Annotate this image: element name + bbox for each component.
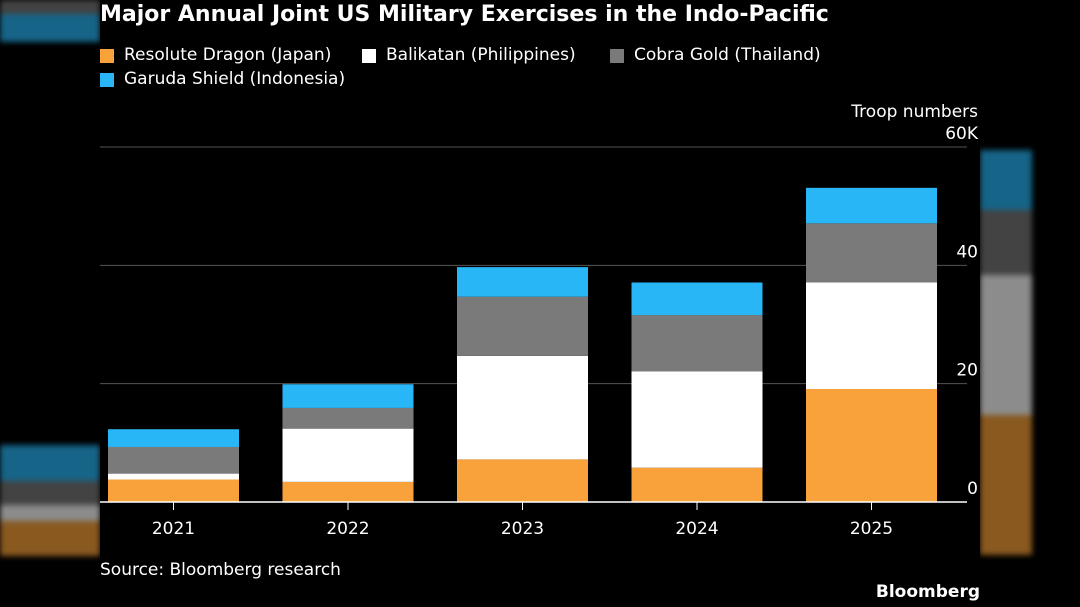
bar-2024-segment-2 [631,315,763,372]
bar-2023-segment-3 [457,267,588,297]
bar-2022-segment-2 [282,407,414,429]
legend-swatch-resolute-dragon [100,49,114,63]
bar-2025-segment-2 [806,223,937,283]
legend-row-1: Resolute Dragon (Japan) Balikatan (Phili… [100,43,980,67]
bar-2025-segment-0 [806,388,937,502]
bar-2021-segment-2 [108,446,239,474]
bar-2024-segment-0 [631,467,763,502]
bar-2023-segment-0 [457,459,588,502]
bar-2021-segment-3 [108,429,239,447]
chart-card: Major Annual Joint US Military Exercises… [100,0,980,607]
bar-2025-segment-3 [806,187,937,224]
bar-2022-segment-3 [282,384,414,408]
bar-2023-segment-1 [457,355,588,460]
legend-label-balikatan: Balikatan (Philippines) [386,45,576,65]
chart-title: Major Annual Joint US Military Exercises… [100,2,829,27]
y-tick-label: 40 [956,242,978,262]
legend-label-garuda-shield: Garuda Shield (Indonesia) [124,69,346,89]
bar-2025-segment-1 [806,282,937,389]
y-axis-title: Troop numbers [850,102,978,122]
source-note: Source: Bloomberg research [100,560,341,580]
bar-2021-segment-1 [108,473,239,480]
legend-swatch-cobra-gold [610,49,624,63]
x-tick-label: 2025 [850,519,893,539]
legend-label-resolute-dragon: Resolute Dragon (Japan) [124,45,332,65]
y-tick-label: 60K [945,124,979,144]
bar-2022-segment-1 [282,428,414,482]
legend-label-cobra-gold: Cobra Gold (Thailand) [634,45,821,65]
legend-swatch-balikatan [362,49,376,63]
x-tick-label: 2024 [675,519,718,539]
legend-swatch-garuda-shield [100,73,114,87]
x-tick-label: 2021 [152,519,195,539]
bar-2024-segment-3 [631,282,763,316]
bloomberg-logo: Bloomberg [875,582,980,602]
blurred-backdrop-right [980,0,1080,607]
bar-2022-segment-0 [282,481,414,502]
x-tick-label: 2023 [501,519,544,539]
bars [108,187,937,502]
bar-2024-segment-1 [631,371,763,468]
bar-2023-segment-2 [457,296,588,356]
y-tick-label: 20 [956,361,978,381]
x-tick-label: 2022 [326,519,369,539]
bar-2021-segment-0 [108,479,239,502]
blurred-backdrop-left [0,0,100,607]
y-tick-label: 0 [967,479,978,499]
legend-row-2: Garuda Shield (Indonesia) [100,67,980,91]
